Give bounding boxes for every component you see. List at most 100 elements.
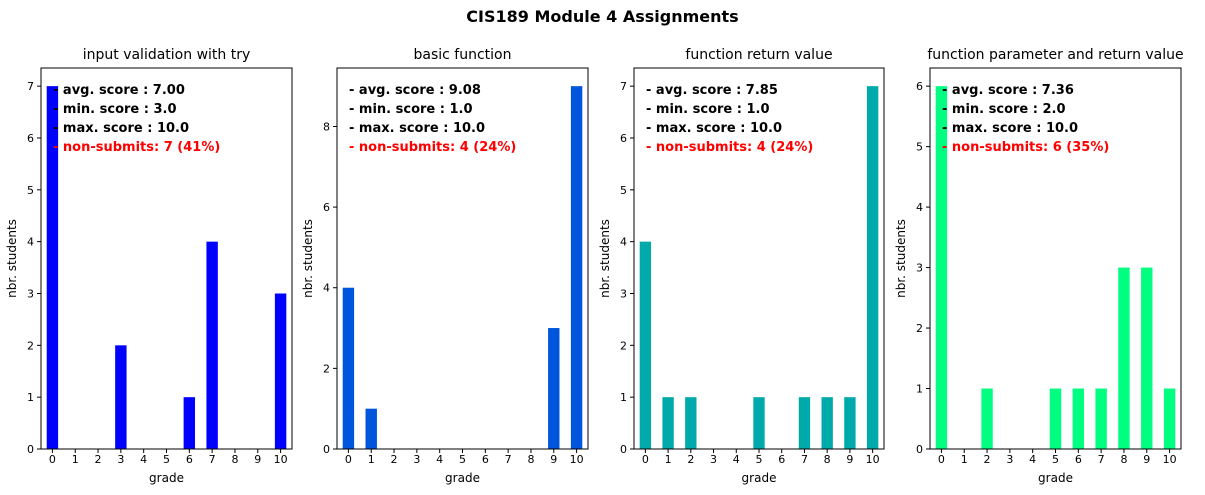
bar	[1118, 267, 1130, 449]
y-tick-label: 2	[323, 362, 330, 375]
x-tick-label: 9	[254, 453, 261, 466]
score-annotation: - non-submits: 6 (35%)	[942, 140, 1109, 155]
x-tick-label: 7	[505, 453, 512, 466]
x-tick-label: 8	[527, 453, 534, 466]
x-tick-label: 6	[482, 453, 489, 466]
x-tick-label: 0	[345, 453, 352, 466]
chart-title: function parameter and return value	[927, 47, 1183, 63]
x-axis-label: grade	[445, 471, 480, 485]
bar	[1141, 267, 1153, 449]
y-tick-label: 6	[27, 132, 34, 145]
x-tick-label: 7	[209, 453, 216, 466]
x-tick-label: 6	[1075, 453, 1082, 466]
x-tick-label: 0	[642, 453, 649, 466]
score-annotation: - non-submits: 4 (24%)	[349, 140, 516, 155]
x-tick-label: 10	[274, 453, 288, 466]
bar	[274, 293, 287, 449]
y-tick-label: 5	[620, 184, 627, 197]
score-annotation: - min. score : 1.0	[646, 102, 770, 117]
score-annotation: - min. score : 3.0	[53, 102, 177, 117]
x-tick-label: 6	[186, 453, 193, 466]
y-tick-label: 0	[27, 443, 34, 456]
x-tick-label: 10	[866, 453, 880, 466]
chart-panel-3: function return value 0 1 2 3 4 5 6 7 8 9 10 0 1 2 3 4 5 6…	[598, 47, 885, 485]
chart-title: basic function	[414, 47, 512, 63]
bar	[46, 86, 59, 450]
x-tick-label: 8	[231, 453, 238, 466]
score-annotation: - min. score : 2.0	[942, 102, 1066, 117]
bar	[1072, 388, 1085, 449]
y-tick-label: 1	[916, 383, 923, 396]
x-tick-label: 2	[687, 453, 694, 466]
bar	[662, 397, 674, 449]
x-tick-label: 2	[95, 453, 102, 466]
x-tick-label: 1	[72, 453, 79, 466]
bar	[753, 397, 765, 449]
y-axis-label: nbr. students	[301, 219, 315, 298]
score-annotation: - min. score : 1.0	[349, 102, 473, 117]
y-tick-label: 1	[27, 391, 34, 404]
x-tick-label: 4	[1029, 453, 1036, 466]
x-tick-label: 5	[756, 453, 763, 466]
chart-panel-4: function parameter and return value 0 1 2 3 4…	[894, 47, 1184, 485]
bar	[342, 287, 355, 449]
bar	[1049, 388, 1062, 449]
chart-title: input validation with try	[83, 47, 251, 63]
x-tick-label: 0	[49, 453, 56, 466]
bar	[365, 408, 377, 449]
x-tick-label: 8	[1120, 453, 1127, 466]
y-tick-label: 3	[620, 287, 627, 300]
x-tick-label: 9	[550, 453, 557, 466]
bar	[639, 241, 652, 449]
x-tick-label: 2	[391, 453, 398, 466]
bar	[183, 397, 196, 449]
y-tick-label: 0	[916, 443, 923, 456]
y-tick-label: 5	[27, 184, 34, 197]
bar	[844, 397, 856, 449]
x-tick-label: 8	[824, 453, 831, 466]
x-tick-label: 10	[570, 453, 584, 466]
y-tick-label: 7	[27, 80, 34, 93]
y-tick-label: 2	[620, 339, 627, 352]
score-annotation: - non-submits: 4 (24%)	[646, 140, 813, 155]
x-tick-label: 7	[1098, 453, 1105, 466]
score-annotation: - non-submits: 7 (41%)	[53, 140, 220, 155]
score-annotation: - max. score : 10.0	[349, 121, 485, 136]
bar	[935, 86, 948, 450]
score-annotation: - avg. score : 9.08	[349, 83, 481, 98]
score-annotation: - avg. score : 7.00	[53, 83, 185, 98]
x-axis-label: grade	[742, 471, 777, 485]
y-tick-label: 6	[916, 80, 923, 93]
x-tick-label: 9	[1143, 453, 1150, 466]
bar	[798, 397, 811, 449]
y-tick-label: 4	[620, 236, 627, 249]
score-annotation: - avg. score : 7.85	[646, 83, 778, 98]
y-tick-label: 3	[27, 287, 34, 300]
score-annotation: - max. score : 10.0	[53, 121, 189, 136]
y-axis-label: nbr. students	[598, 219, 612, 298]
x-tick-label: 1	[961, 453, 968, 466]
y-tick-label: 4	[27, 236, 34, 249]
y-tick-label: 7	[620, 80, 627, 93]
bar	[206, 241, 218, 449]
bar	[115, 345, 127, 449]
y-tick-label: 6	[323, 201, 330, 214]
x-tick-label: 3	[413, 453, 420, 466]
y-tick-label: 6	[620, 132, 627, 145]
x-tick-label: 5	[163, 453, 170, 466]
y-axis-label: nbr. students	[894, 219, 908, 298]
x-tick-label: 4	[436, 453, 443, 466]
chart-panel-1: input validation with try 0 1 2 3 4 5 6 7 8 9 10 0 1 2…	[5, 47, 293, 485]
x-tick-label: 6	[778, 453, 785, 466]
x-tick-label: 3	[1006, 453, 1013, 466]
x-tick-label: 0	[938, 453, 945, 466]
x-tick-label: 10	[1163, 453, 1177, 466]
bar	[821, 397, 833, 449]
y-axis-label: nbr. students	[5, 219, 19, 298]
chart-panel-2: basic function 0 1 2 3 4 5 6 7 8 9 10 0 2 4 6 8 grade nbr.…	[301, 47, 589, 485]
y-tick-label: 1	[620, 391, 627, 404]
x-tick-label: 4	[140, 453, 147, 466]
y-tick-label: 4	[323, 282, 330, 295]
x-tick-label: 9	[846, 453, 853, 466]
